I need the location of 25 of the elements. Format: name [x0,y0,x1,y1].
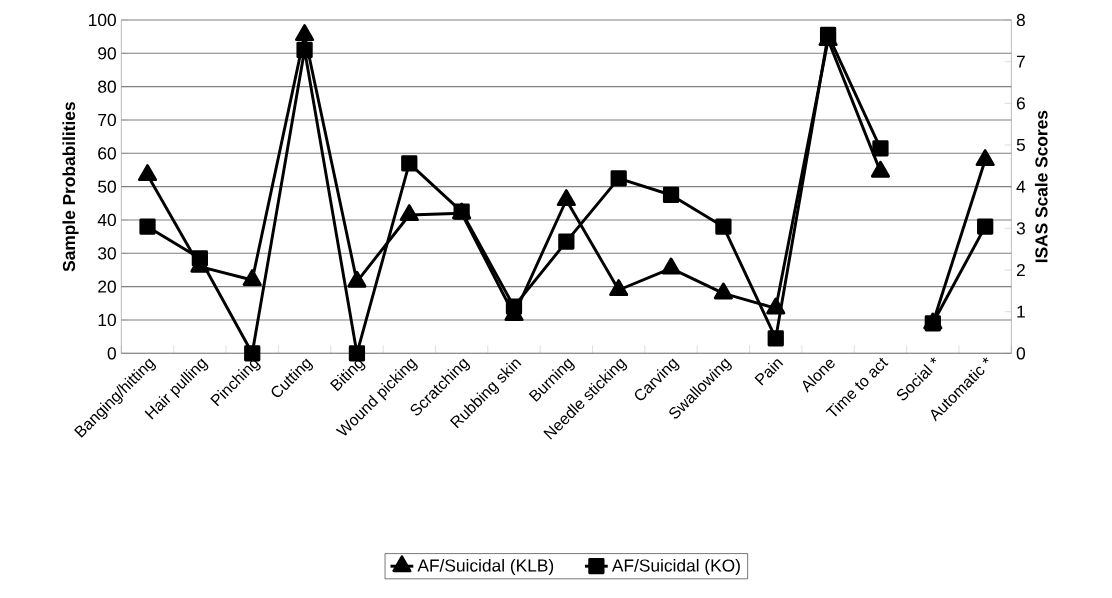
y-tick-label: 0 [107,347,116,360]
y2-tick-label: 0 [1016,347,1026,360]
y2-tick-label: 3 [1016,222,1025,235]
y-tick-label: 70 [98,113,116,127]
legend-label: AF/Suicidal (KO) [611,558,740,576]
y-tick-label: 40 [97,213,116,227]
y2-tick-label: 6 [1016,97,1025,110]
y-tick-label: 90 [98,47,116,60]
y2-tick-label: 8 [1016,13,1025,27]
y2-axis-title: ISAS Scale Scores [1034,110,1048,263]
y2-tick-label: 5 [1016,138,1025,152]
y-axis-title: Sample Probabilities [62,102,79,272]
y2-tick-label: 4 [1016,180,1026,193]
y-tick-label: 60 [98,147,116,160]
legend-label: AF/Suicidal (KLB) [417,558,554,576]
y-tick-label: 50 [98,180,116,193]
y-tick-label: 100 [89,13,116,27]
y-tick-label: 80 [98,80,116,93]
y2-tick-label: 1 [1017,305,1025,318]
y-tick-label: 20 [98,280,116,293]
y-tick-label: 30 [98,247,116,260]
y2-tick-label: 2 [1016,263,1025,277]
x-tick-label: Pain [754,359,784,386]
y-tick-label: 10 [98,313,116,327]
y2-tick-label: 7 [1016,55,1025,68]
